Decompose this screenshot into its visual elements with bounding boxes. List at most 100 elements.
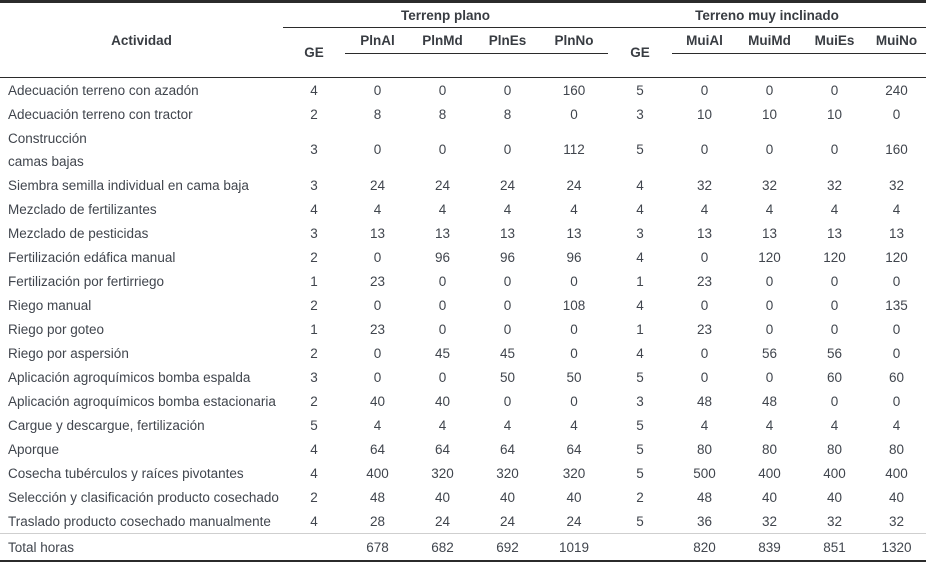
cell-value: 32 xyxy=(827,177,843,193)
cell-value: 682 xyxy=(410,533,475,561)
cell-actividad: Mezclado de pesticidas xyxy=(8,225,149,241)
cell-value: 0 xyxy=(892,345,901,361)
cell-value: 40 xyxy=(499,489,516,505)
cell-value: 0 xyxy=(503,321,512,337)
table-row: Siembra semilla individual en cama baja 3… xyxy=(0,173,926,197)
cell-value: 4 xyxy=(700,201,709,217)
cell-value: 0 xyxy=(700,369,709,385)
cell-value: 5 xyxy=(636,441,644,457)
cell-value: 400 xyxy=(823,465,846,481)
cell-value: 4 xyxy=(830,417,839,433)
cell-value: 692 xyxy=(475,533,540,561)
cell-value: 0 xyxy=(892,106,901,122)
cell-value: 32 xyxy=(762,177,778,193)
cell-value: 120 xyxy=(758,249,781,265)
cell-value: 5 xyxy=(636,417,644,433)
cell-value: 320 xyxy=(496,465,519,481)
cell-value: 2 xyxy=(310,489,318,505)
cell-value: 13 xyxy=(762,225,778,241)
cell-value: 0 xyxy=(570,393,578,409)
header-spacer-row xyxy=(0,53,926,78)
cell-value: 32 xyxy=(762,513,778,529)
cell-value: 0 xyxy=(373,82,382,98)
group-header-row: Actividad Terrenp plano Terreno muy incl… xyxy=(0,1,926,78)
activity-hours-table: Actividad Terrenp plano Terreno muy incl… xyxy=(0,0,926,562)
cell-value: 0 xyxy=(830,321,839,337)
cell-value: 4 xyxy=(636,249,644,265)
cell-value: 36 xyxy=(697,513,713,529)
cell-value: 160 xyxy=(885,142,908,157)
cell-value: 4 xyxy=(830,201,839,217)
cell-value: 45 xyxy=(434,345,451,361)
cell-value: 13 xyxy=(827,225,843,241)
table-row: Traslado producto cosechado manualmente 4… xyxy=(0,509,926,534)
cell-value: 4 xyxy=(503,201,512,217)
table-row: Fertilización por fertirriego 1 23 0 0 0 1 23 0 0… xyxy=(0,269,926,293)
cell-value: 0 xyxy=(503,82,512,98)
cell-value: 24 xyxy=(499,513,516,529)
cell-value: 0 xyxy=(570,273,578,289)
cell-value: 45 xyxy=(499,345,516,361)
column-header-muino: MuiNo xyxy=(867,27,926,54)
cell-value: 4 xyxy=(503,417,512,433)
cell-value: 80 xyxy=(762,441,778,457)
cell-value: 4 xyxy=(765,417,774,433)
cell-value: 0 xyxy=(830,393,839,409)
cell-value: 24 xyxy=(499,177,516,193)
cell-value: 40 xyxy=(827,489,843,505)
cell-value: 13 xyxy=(889,225,905,241)
cell-value xyxy=(608,533,673,561)
cell-value: 24 xyxy=(434,513,451,529)
cell-value: 40 xyxy=(566,489,582,505)
cell-value: 0 xyxy=(765,321,774,337)
cell-value: 2 xyxy=(310,297,318,313)
cell-value: 5 xyxy=(636,465,644,481)
cell-value: 64 xyxy=(369,441,386,457)
cell-value: 0 xyxy=(830,142,839,157)
cell-value: 0 xyxy=(373,345,382,361)
cell-value: 4 xyxy=(570,417,578,433)
table-row: Construcción camas bajas 3 0 0 0 112 5 0 0 0 160 xyxy=(0,126,926,173)
cell-value: 1 xyxy=(636,321,644,337)
cell-value: 48 xyxy=(762,393,778,409)
cell-value: 320 xyxy=(431,465,454,481)
cell-value: 4 xyxy=(892,417,901,433)
cell-actividad: Aplicación agroquímicos bomba estacionar… xyxy=(8,393,276,409)
cell-value: 4 xyxy=(373,417,382,433)
column-header-plnal: PlnAl xyxy=(345,27,410,54)
cell-value: 3 xyxy=(636,106,644,122)
cell-value: 28 xyxy=(369,513,386,529)
cell-value: 0 xyxy=(700,345,709,361)
cell-value: 23 xyxy=(369,273,386,289)
cell-value: 32 xyxy=(827,513,843,529)
cell-value: 40 xyxy=(434,393,451,409)
cell-value: 120 xyxy=(885,249,908,265)
cell-value: 135 xyxy=(885,297,908,313)
cell-value: 60 xyxy=(889,369,905,385)
cell-value: 0 xyxy=(570,345,578,361)
cell-value: 96 xyxy=(499,249,516,265)
cell-value: 10 xyxy=(827,106,843,122)
cell-value: 96 xyxy=(566,249,582,265)
cell-value: 13 xyxy=(434,225,451,241)
cell-value: 0 xyxy=(503,273,512,289)
cell-value: 4 xyxy=(636,201,644,217)
cell-actividad: Cargue y descargue, fertilización xyxy=(8,417,205,433)
cell-value: 10 xyxy=(697,106,713,122)
cell-value: 0 xyxy=(765,297,774,313)
cell-value: 160 xyxy=(562,82,586,98)
table-row: Mezclado de pesticidas 3 13 13 13 13 3 13 13 13 13 xyxy=(0,221,926,245)
table-row: Riego por aspersión 2 0 45 45 0 4 0 56 56 0 xyxy=(0,341,926,365)
column-header-muial: MuiAl xyxy=(672,27,738,54)
table-row: Selección y clasificación producto cosec… xyxy=(0,485,926,509)
cell-value: 839 xyxy=(737,533,803,561)
table-row: Mezclado de fertilizantes 4 4 4 4 4 4 4 4 4 4 xyxy=(0,197,926,221)
cell-value: 80 xyxy=(889,441,905,457)
cell-value: 0 xyxy=(700,82,709,98)
cell-value: 0 xyxy=(830,297,839,313)
cell-value: 0 xyxy=(438,142,447,157)
cell-value: 8 xyxy=(438,106,447,122)
column-header-ge-plano: GE xyxy=(283,27,345,78)
column-header-actividad: Actividad xyxy=(0,1,283,78)
cell-value: 0 xyxy=(892,393,901,409)
